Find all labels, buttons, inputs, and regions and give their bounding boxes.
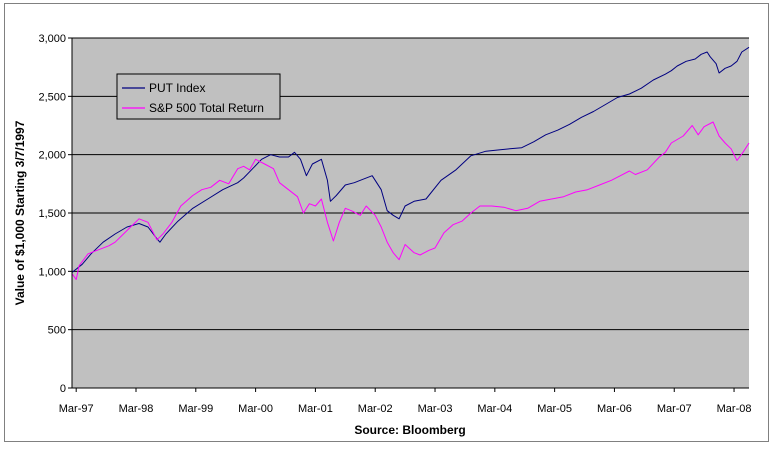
x-tick-labels: Mar-97 Mar-98 Mar-99 Mar-00 Mar-01 Mar-02 Mar-… xyxy=(59,388,752,415)
x-tick-label: Mar-06 xyxy=(597,403,632,415)
x-tick-label: Mar-03 xyxy=(418,403,453,415)
series-line-sp500-total-return xyxy=(71,121,750,280)
x-tick-label: Mar-97 xyxy=(59,403,94,415)
y-axis-title: Value of $1,000 Starting 3/7/1997 xyxy=(13,120,27,305)
x-tick-label: Mar-00 xyxy=(238,403,273,415)
legend-label-sp500: S&P 500 Total Return xyxy=(149,101,264,115)
x-tick-label: Mar-99 xyxy=(178,403,213,415)
y-tick-label: 0 xyxy=(60,383,66,395)
y-tick-label: 3,000 xyxy=(38,33,66,45)
x-tick-label: Mar-04 xyxy=(477,403,512,415)
x-tick-label: Mar-02 xyxy=(358,403,393,415)
x-tick-label: Mar-08 xyxy=(717,403,752,415)
x-tick-label: Mar-98 xyxy=(119,403,154,415)
y-tick-label: 2,500 xyxy=(38,91,66,103)
legend-label-put: PUT Index xyxy=(149,81,205,95)
y-tick-labels: 0 500 1,000 1,500 2,000 2,500 3,000 xyxy=(38,33,72,395)
legend-box xyxy=(116,73,281,120)
y-tick-label: 2,000 xyxy=(38,150,66,162)
y-tick-label: 1,000 xyxy=(38,266,66,278)
y-tick-label: 1,500 xyxy=(38,208,66,220)
series-group xyxy=(71,46,750,280)
x-tick-label: Mar-01 xyxy=(298,403,333,415)
y-tick-label: 500 xyxy=(48,325,66,337)
x-tick-label: Mar-05 xyxy=(537,403,572,415)
legend: PUT Index S&P 500 Total Return xyxy=(116,73,281,120)
series-line-put-index xyxy=(71,46,750,273)
x-axis-title: Source: Bloomberg xyxy=(354,423,465,437)
gridlines xyxy=(72,37,749,331)
x-tick-label: Mar-07 xyxy=(657,403,692,415)
